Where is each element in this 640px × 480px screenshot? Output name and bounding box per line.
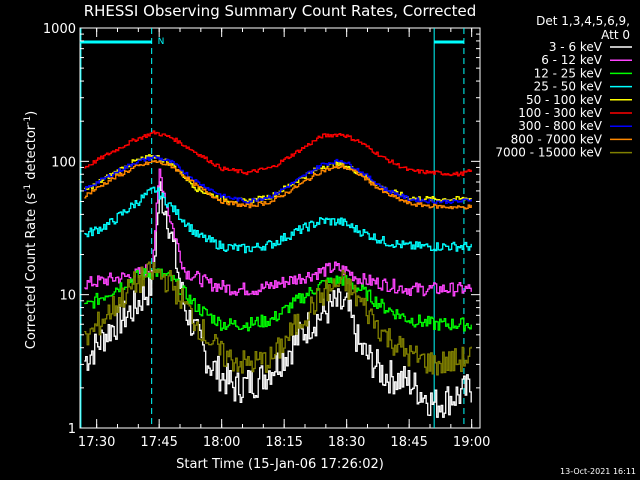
series-lines (84, 130, 472, 418)
series-line-1 (84, 168, 472, 297)
x-axis-label: Start Time (15-Jan-06 17:26:02) (176, 457, 384, 472)
series-line-0 (84, 181, 472, 418)
y-axis-label: Corrected Count Rate (s-1 detector-1) (23, 111, 39, 349)
plot-frame (79, 27, 481, 429)
series-line-5 (84, 130, 472, 177)
legend-entry-label: 7000 - 15000 keV (495, 146, 602, 160)
legend-entry-label: 100 - 300 keV (518, 106, 602, 120)
x-tick-label: 18:30 (328, 435, 365, 450)
night-interval-markers: N (79, 28, 465, 428)
series-line-7 (84, 160, 472, 210)
legend-header-line1: Det 1,3,4,5,6,9, (536, 14, 630, 28)
y-tick-label: 1000 (43, 22, 76, 37)
y-axis-ticks: 1 10 100 1000 (43, 22, 480, 437)
x-tick-label: 18:00 (203, 435, 240, 450)
legend-entry-label: 25 - 50 keV (534, 80, 603, 94)
plot-border (79, 27, 481, 429)
x-tick-label: 19:00 (453, 435, 490, 450)
y-tick-label: 1 (68, 422, 76, 437)
x-tick-label: 18:15 (265, 435, 302, 450)
legend-entry-label: 12 - 25 keV (534, 66, 603, 80)
series-line-3 (84, 186, 472, 254)
series-line-2 (84, 268, 472, 332)
legend-entry-label: 300 - 800 keV (518, 119, 602, 133)
chart-title: RHESSI Observing Summary Count Rates, Co… (84, 2, 477, 20)
footer-timestamp: 13-Oct-2021 16:11 (560, 467, 636, 476)
legend-entry-label: 6 - 12 keV (541, 53, 603, 67)
legend-entry-label: 50 - 100 keV (526, 93, 603, 107)
y-tick-label: 100 (51, 155, 76, 170)
legend-entry-label: 800 - 7000 keV (511, 132, 603, 146)
x-tick-label: 18:45 (390, 435, 427, 450)
x-tick-label: 17:45 (140, 435, 177, 450)
x-axis-ticks: 17:30 17:45 18:00 18:15 18:30 18:45 19:00 (78, 28, 490, 450)
series-line-8 (84, 261, 472, 376)
x-tick-label: 17:30 (78, 435, 115, 450)
night-marker-label: N (158, 37, 165, 47)
y-tick-label: 10 (59, 289, 76, 304)
legend-entry-label: 3 - 6 keV (549, 40, 603, 54)
legend-header-line2: Att 0 (601, 28, 630, 42)
series-line-6 (84, 155, 472, 205)
